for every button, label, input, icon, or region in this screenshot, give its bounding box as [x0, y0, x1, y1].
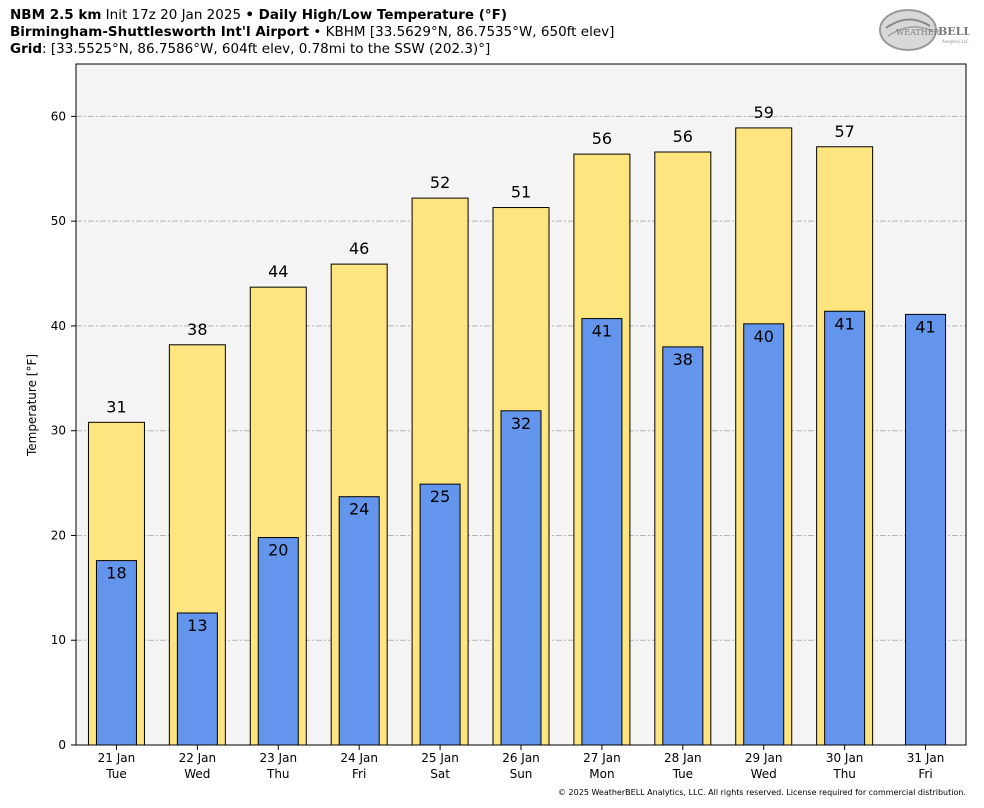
axes-group: 0 10 20 30 40 50 60 21 Jan Tue 22 Jan Wed 23 Jan Thu…: [51, 109, 945, 781]
y-tick-label: 40: [51, 319, 66, 333]
low-temp-bar: [662, 346, 704, 746]
x-tick-date-label: 31 Jan: [907, 751, 945, 765]
low-temp-label: 40: [754, 327, 774, 346]
x-tick-date-label: 25 Jan: [421, 751, 459, 765]
x-tick-date-label: 28 Jan: [664, 751, 702, 765]
low-temp-bar: [905, 313, 947, 746]
low-temp-bar: [824, 310, 866, 746]
low-temp-bar: [743, 323, 785, 746]
title-separator: •: [245, 7, 254, 23]
high-temp-label: 57: [834, 122, 854, 141]
x-tick-date-label: 26 Jan: [502, 751, 540, 765]
low-temp-bar: [419, 483, 461, 746]
x-tick-date-label: 23 Jan: [259, 751, 297, 765]
station-info: • KBHM [33.5629°N, 86.7535°W, 650ft elev…: [309, 24, 615, 40]
x-tick-day-label: Fri: [352, 767, 366, 781]
y-tick-label: 0: [58, 738, 66, 752]
low-temp-label: 41: [592, 322, 612, 341]
low-temp-label: 38: [673, 350, 693, 369]
x-tick-day-label: Thu: [266, 767, 290, 781]
init-time: Init 17z 20 Jan 2025: [101, 7, 246, 23]
x-tick-day-label: Fri: [918, 767, 932, 781]
x-tick-day-label: Sat: [430, 767, 450, 781]
x-tick-day-label: Thu: [832, 767, 856, 781]
logo-text-bell: BELL: [938, 25, 970, 38]
weatherbell-logo: WEATHER BELL Analytics LLC: [879, 9, 970, 51]
low-temp-bar: [257, 537, 299, 746]
product-name: Daily High/Low Temperature (°F): [253, 7, 508, 23]
high-temp-label: 56: [592, 129, 612, 148]
y-tick-label: 10: [51, 633, 66, 647]
x-tick-day-label: Sun: [510, 767, 533, 781]
low-temp-label: 24: [349, 500, 369, 519]
low-temp-label: 20: [268, 541, 288, 560]
high-temp-label: 46: [349, 239, 369, 258]
x-tick-date-label: 29 Jan: [745, 751, 783, 765]
y-tick-label: 60: [51, 109, 66, 123]
x-tick-day-label: Mon: [589, 767, 614, 781]
high-temp-label: 38: [187, 320, 207, 339]
low-temp-bar: [338, 496, 380, 746]
model-name: NBM 2.5 km: [10, 7, 102, 23]
y-axis-label: Temperature [°F]: [25, 354, 39, 457]
x-tick-day-label: Tue: [105, 767, 127, 781]
high-temp-label: 56: [673, 127, 693, 146]
x-tick-day-label: Wed: [184, 767, 210, 781]
y-tick-label: 30: [51, 424, 66, 438]
low-temp-label: 41: [834, 314, 854, 333]
low-temp-label: 32: [511, 414, 531, 433]
chart-title-line-2: Birmingham-Shuttlesworth Int'l Airport •…: [10, 23, 614, 41]
x-tick-day-label: Wed: [751, 767, 777, 781]
grid-info: : [33.5525°N, 86.7586°W, 604ft elev, 0.7…: [42, 41, 491, 57]
high-temp-label: 51: [511, 183, 531, 202]
logo-subtext: Analytics LLC: [942, 39, 969, 44]
x-tick-date-label: 30 Jan: [826, 751, 864, 765]
chart-title-line-3: Grid: [33.5525°N, 86.7586°W, 604ft elev,…: [10, 40, 490, 58]
high-temp-label: 44: [268, 262, 288, 281]
x-tick-date-label: 22 Jan: [179, 751, 217, 765]
logo-text-weather: WEATHER: [896, 28, 941, 37]
x-tick-date-label: 27 Jan: [583, 751, 621, 765]
low-temp-bar: [500, 410, 542, 746]
y-tick-label: 50: [51, 214, 66, 228]
high-temp-label: 31: [106, 397, 126, 416]
low-temp-label: 18: [106, 564, 126, 583]
grid-label: Grid: [10, 41, 43, 57]
low-temp-bar: [95, 560, 137, 746]
chart-title-line-1: NBM 2.5 km Init 17z 20 Jan 2025 • Daily …: [10, 6, 507, 24]
high-temp-label: 52: [430, 173, 450, 192]
copyright-notice: © 2025 WeatherBELL Analytics, LLC. All r…: [558, 788, 966, 797]
low-temp-label: 41: [915, 317, 935, 336]
station-name: Birmingham-Shuttlesworth Int'l Airport: [10, 24, 310, 40]
y-tick-label: 20: [51, 528, 66, 542]
x-tick-date-label: 21 Jan: [98, 751, 136, 765]
high-temp-label: 59: [754, 103, 774, 122]
low-temp-bar: [581, 318, 623, 746]
bars-group: 31 18 38 13 44 20 46 24 52 25 51 32 56 41 56 38 59 40 57 41…: [87, 103, 947, 746]
low-temp-label: 25: [430, 487, 450, 506]
x-tick-date-label: 24 Jan: [340, 751, 378, 765]
x-tick-day-label: Tue: [672, 767, 694, 781]
low-temp-label: 13: [187, 616, 207, 635]
